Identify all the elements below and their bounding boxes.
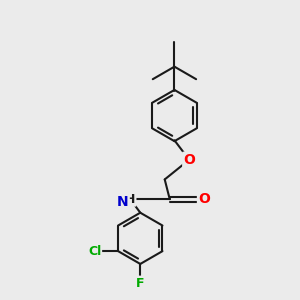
Text: O: O [198,192,210,206]
Text: N: N [117,195,129,209]
Text: O: O [183,153,195,167]
Text: Cl: Cl [88,244,101,258]
Text: F: F [136,277,145,290]
Text: H: H [125,193,136,206]
